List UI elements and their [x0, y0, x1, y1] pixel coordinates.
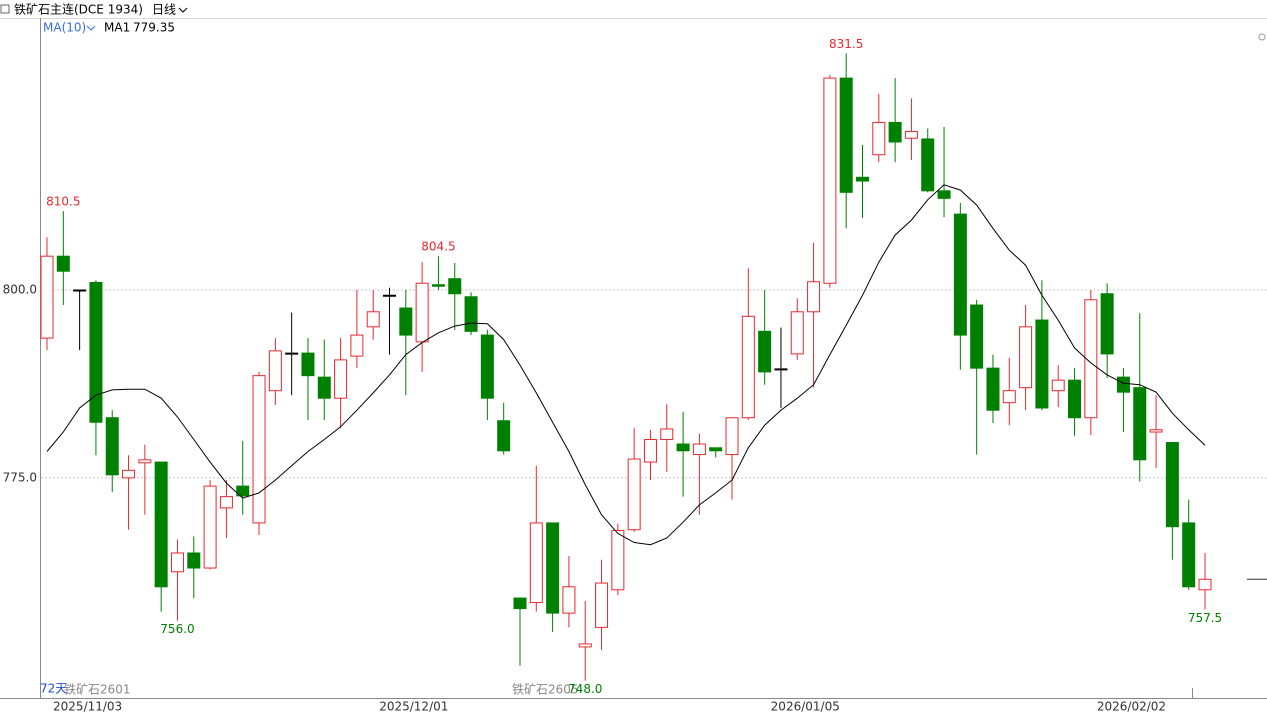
candle-body — [921, 138, 935, 192]
candle-body — [268, 350, 282, 392]
candle-body — [888, 121, 902, 143]
indicator-selector[interactable]: MA(10) — [43, 21, 86, 35]
candle-body — [154, 461, 168, 588]
candle-body — [970, 304, 984, 369]
candle-body — [236, 485, 250, 497]
candle-body — [562, 586, 576, 614]
candle-body — [513, 597, 527, 610]
period-dropdown-icon[interactable] — [178, 7, 188, 13]
candle-body — [285, 352, 299, 355]
y-tick-label: 800.0 — [3, 283, 37, 297]
candle-body — [187, 552, 201, 569]
settings-icon[interactable] — [1258, 33, 1266, 41]
candle-body — [1100, 293, 1114, 355]
x-tick-label: 2025/12/01 — [379, 700, 448, 714]
menu-icon[interactable] — [0, 4, 10, 14]
candle-body — [170, 552, 184, 573]
candle-body — [1198, 578, 1212, 591]
candle-body — [1035, 319, 1049, 409]
ma-name: MA1 — [104, 21, 130, 35]
candle-body — [758, 330, 772, 373]
candle-body — [643, 439, 657, 463]
candle-body — [480, 334, 494, 399]
candle-body — [904, 130, 918, 139]
candle-body — [1084, 299, 1098, 419]
candle-body — [334, 359, 348, 399]
candle-body — [317, 376, 331, 399]
candle-body — [611, 529, 625, 591]
low-label: 757.5 — [1188, 611, 1222, 625]
candle-body — [448, 278, 462, 295]
ma-line — [46, 184, 1206, 546]
candle-body — [1149, 429, 1163, 433]
low-label: 748.0 — [568, 682, 602, 696]
candle-body — [627, 458, 641, 531]
candle-body — [399, 307, 413, 336]
candle-body — [937, 190, 951, 199]
day-count: 72天 — [40, 682, 67, 696]
candle-body — [546, 522, 560, 614]
candle-body — [252, 375, 266, 524]
high-label: 810.5 — [46, 195, 80, 209]
candle-body — [676, 443, 690, 452]
chart-title: 铁矿石主连(DCE 1934) — [14, 2, 143, 17]
candle-body — [203, 485, 217, 569]
candle-body — [953, 213, 967, 336]
candle-body — [807, 281, 821, 313]
candle-body — [350, 334, 364, 357]
high-label: 804.5 — [421, 240, 455, 254]
low-label: 756.0 — [160, 622, 194, 636]
candle-body — [464, 296, 478, 332]
high-label: 831.5 — [829, 37, 863, 51]
contract-label: 铁矿石2601 — [64, 683, 131, 697]
indicator-dropdown-icon[interactable] — [86, 25, 96, 31]
candle-body — [105, 417, 119, 476]
candle-body — [692, 443, 706, 456]
candle-body — [383, 294, 397, 297]
candle-body — [73, 289, 87, 292]
candle-body — [774, 368, 788, 371]
x-tick-label: 2026/01/05 — [771, 700, 840, 714]
candle-body — [1019, 326, 1033, 389]
candle-body — [497, 420, 511, 452]
candle-body — [56, 255, 70, 272]
candle-body — [1182, 522, 1196, 588]
candle-body — [709, 447, 723, 452]
contract-label: 铁矿石2605 — [512, 683, 579, 697]
candle-body — [872, 121, 886, 156]
period-selector[interactable]: 日线 — [152, 3, 176, 17]
candle-body — [301, 352, 315, 377]
candle-body — [138, 459, 152, 464]
candle-body — [366, 311, 380, 328]
candle-body — [431, 284, 445, 287]
candle-body — [1133, 387, 1147, 461]
x-tick-label: 2025/11/03 — [53, 700, 122, 714]
ma-value: 779.35 — [133, 21, 175, 35]
candle-body — [1002, 390, 1016, 404]
candle-body — [89, 281, 103, 423]
toolbar — [0, 0, 1267, 18]
candle-body — [219, 496, 233, 509]
candle-body — [415, 282, 429, 343]
candle-body — [741, 315, 755, 419]
y-tick-label: 775.0 — [3, 470, 37, 484]
candle-body — [839, 77, 853, 193]
candle-body — [1068, 379, 1082, 419]
candle-body — [578, 643, 592, 648]
candle-body — [1051, 379, 1065, 392]
candle-body — [725, 417, 739, 456]
candle-body — [823, 77, 837, 284]
candle-body — [790, 311, 804, 355]
candle-body — [660, 428, 674, 441]
candle-body — [856, 176, 869, 182]
candle-body — [529, 522, 543, 604]
candle-body — [122, 469, 136, 479]
candle-body — [1165, 442, 1179, 528]
candle-body — [986, 367, 1000, 411]
candle-body — [595, 582, 609, 628]
candle-body — [40, 255, 54, 339]
candle-body — [1116, 376, 1130, 393]
x-tick-label: 2026/02/02 — [1097, 700, 1166, 714]
